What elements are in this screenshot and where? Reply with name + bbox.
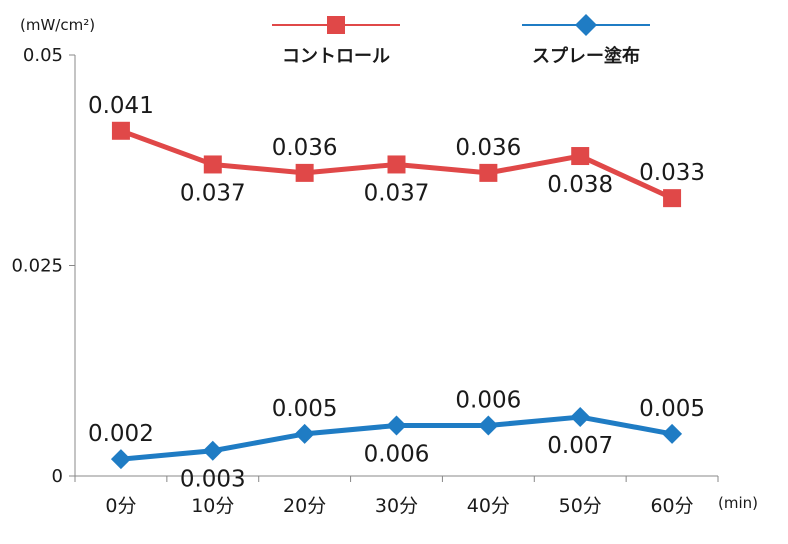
legend-label: コントロール xyxy=(282,46,390,67)
data-point-marker xyxy=(478,415,499,436)
series-layer: 0.041 0.037 0.036 0.037 0.036 0.038 0.033 0.002… xyxy=(88,93,705,493)
x-axis-unit: (min) xyxy=(718,494,758,512)
axes xyxy=(69,54,719,482)
y-tick-label: 0.025 xyxy=(11,256,63,277)
data-label: 0.036 xyxy=(272,135,338,161)
series-1: 0.041 0.037 0.036 0.037 0.036 0.038 0.033 xyxy=(88,93,705,208)
legend-marker xyxy=(327,16,345,34)
legend: コントロール スプレー塗布 xyxy=(272,14,650,67)
series-2: 0.002 0.003 0.005 0.006 0.006 0.007 0.005 xyxy=(88,387,705,492)
data-point-marker xyxy=(571,147,590,166)
x-tick-label: 10分 xyxy=(191,495,234,517)
y-tick-label: 0 xyxy=(52,466,63,487)
data-point-marker xyxy=(479,163,498,182)
data-point-marker xyxy=(663,189,682,208)
data-label: 0.037 xyxy=(180,180,246,206)
data-point-marker xyxy=(202,440,223,461)
data-label: 0.033 xyxy=(639,160,705,186)
data-point-marker xyxy=(295,163,314,182)
data-point-marker xyxy=(662,423,683,444)
y-tick-label: 0.05 xyxy=(23,45,63,66)
x-tick-labels: 0分 10分 20分 30分 40分 50分 60分 xyxy=(105,495,693,517)
legend-item: コントロール xyxy=(272,16,400,67)
data-point-marker xyxy=(111,121,130,140)
data-point-marker xyxy=(386,415,407,436)
data-label: 0.003 xyxy=(180,467,246,493)
legend-label: スプレー塗布 xyxy=(532,45,640,67)
data-point-marker xyxy=(203,155,222,174)
x-tick-label: 40分 xyxy=(467,495,510,517)
x-tick-label: 20分 xyxy=(283,495,326,517)
y-tick-labels: 0 0.025 0.05 xyxy=(11,45,63,487)
x-tick-label: 50分 xyxy=(559,495,602,517)
data-label: 0.038 xyxy=(547,172,613,198)
data-label: 0.041 xyxy=(88,93,154,119)
data-label: 0.005 xyxy=(639,396,705,422)
x-tick-label: 0分 xyxy=(105,495,136,517)
data-label: 0.002 xyxy=(88,421,154,447)
legend-item: スプレー塗布 xyxy=(522,14,650,67)
data-label: 0.037 xyxy=(364,180,430,206)
data-point-marker xyxy=(570,407,591,428)
data-label: 0.007 xyxy=(547,433,613,459)
data-label: 0.005 xyxy=(272,396,338,422)
data-label: 0.006 xyxy=(364,441,430,467)
data-point-marker xyxy=(387,155,406,174)
x-tick-label: 30分 xyxy=(375,495,418,517)
x-tick-label: 60分 xyxy=(650,495,693,517)
legend-marker xyxy=(575,14,597,36)
data-point-marker xyxy=(110,449,131,470)
data-label: 0.036 xyxy=(455,135,521,161)
y-axis-unit: (mW/cm²) xyxy=(20,16,95,34)
data-point-marker xyxy=(294,423,315,444)
data-label: 0.006 xyxy=(455,387,521,413)
